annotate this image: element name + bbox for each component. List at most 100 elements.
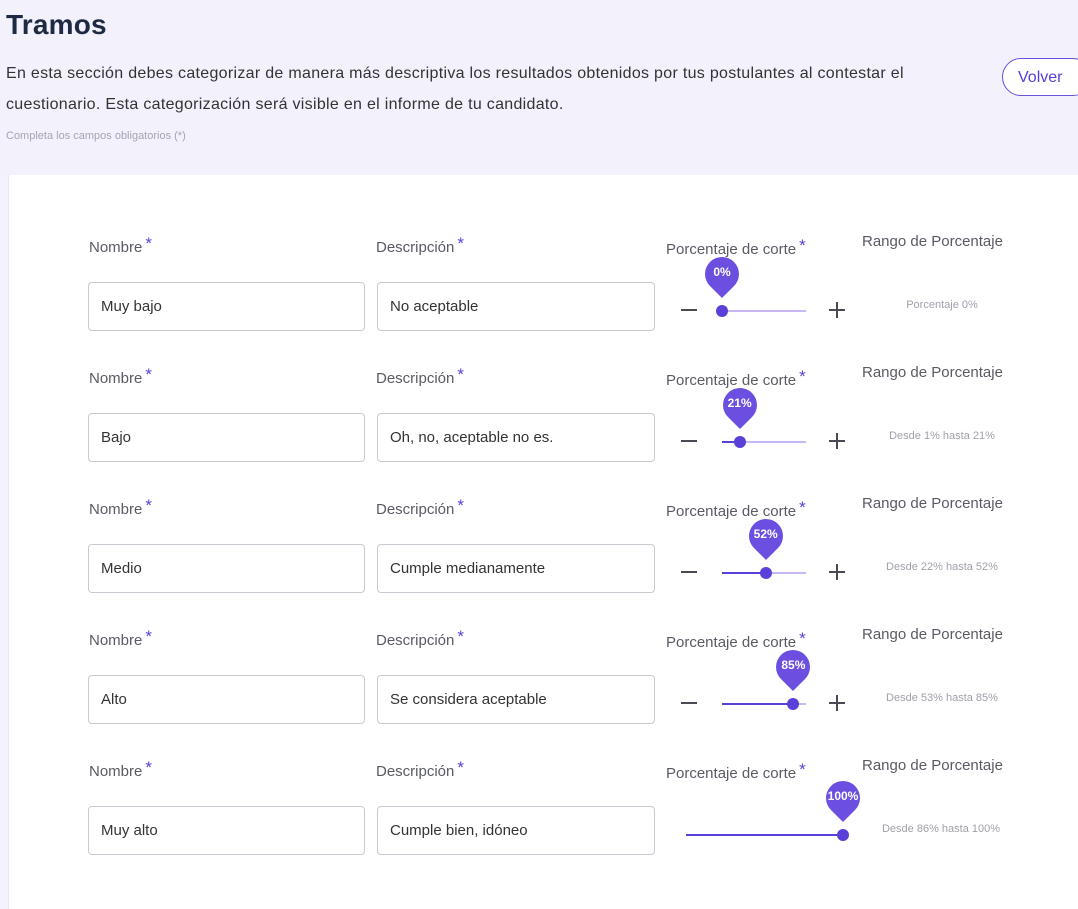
description-input[interactable] — [377, 806, 655, 855]
range-label: Rango de Porcentaje — [862, 233, 1003, 250]
required-asterisk: * — [799, 760, 806, 779]
range-value: Desde 22% hasta 52% — [886, 561, 998, 573]
name-label: Nombre * — [89, 234, 152, 257]
name-label: Nombre * — [89, 496, 152, 519]
decrease-icon[interactable] — [679, 562, 699, 582]
description-label-text: Descripción — [376, 632, 455, 649]
cutoff-slider[interactable]: 0% — [697, 249, 806, 321]
increase-icon[interactable] — [827, 300, 847, 320]
description-label: Descripción * — [376, 627, 464, 650]
description-label: Descripción * — [376, 496, 464, 519]
cutoff-slider[interactable]: 85% — [722, 642, 818, 714]
cutoff-label: Porcentaje de corte * — [666, 236, 806, 259]
name-label: Nombre * — [89, 365, 152, 388]
required-asterisk: * — [799, 498, 806, 517]
cutoff-label-text: Porcentaje de corte — [666, 503, 797, 520]
description-label-text: Descripción — [376, 501, 455, 518]
description-label-text: Descripción — [376, 239, 455, 256]
cutoff-value: 52% — [753, 527, 778, 541]
description-label: Descripción * — [376, 365, 464, 388]
slider-fill — [722, 441, 740, 443]
decrease-icon[interactable] — [679, 431, 699, 451]
decrease-icon[interactable] — [679, 693, 699, 713]
name-label: Nombre * — [89, 627, 152, 650]
name-input[interactable] — [88, 413, 365, 462]
name-input[interactable] — [88, 675, 365, 724]
page-title: Tramos — [6, 9, 107, 40]
cutoff-label-text: Porcentaje de corte — [666, 765, 797, 782]
name-label-text: Nombre — [89, 501, 143, 518]
required-fields-note: Completa los campos obligatorios (*) — [6, 130, 186, 142]
cutoff-label-text: Porcentaje de corte — [666, 241, 797, 258]
name-input[interactable] — [88, 806, 365, 855]
slider-fill — [686, 834, 843, 836]
name-label-text: Nombre — [89, 632, 143, 649]
description-input[interactable] — [377, 282, 655, 331]
cutoff-value: 0% — [713, 265, 731, 279]
description-input[interactable] — [377, 675, 655, 724]
required-asterisk: * — [457, 758, 464, 777]
range-label: Rango de Porcentaje — [862, 495, 1003, 512]
name-input[interactable] — [88, 282, 365, 331]
range-label: Rango de Porcentaje — [862, 757, 1003, 774]
cutoff-value: 100% — [827, 789, 859, 803]
description-input[interactable] — [377, 413, 655, 462]
tier-row: Nombre * Descripción * Porcentaje de corte * R… — [9, 492, 1078, 622]
required-asterisk: * — [799, 236, 806, 255]
name-label-text: Nombre — [89, 239, 143, 256]
name-input[interactable] — [88, 544, 365, 593]
required-asterisk: * — [145, 496, 152, 515]
increase-icon[interactable] — [827, 693, 847, 713]
slider-thumb[interactable] — [733, 436, 746, 448]
cutoff-label: Porcentaje de corte * — [666, 760, 806, 783]
description-label: Descripción * — [376, 234, 464, 257]
required-asterisk: * — [145, 234, 152, 253]
cutoff-label: Porcentaje de corte * — [666, 629, 806, 652]
range-value: Desde 86% hasta 100% — [881, 823, 1001, 835]
cutoff-label: Porcentaje de corte * — [666, 498, 806, 521]
required-asterisk: * — [145, 758, 152, 777]
description-label: Descripción * — [376, 758, 464, 781]
range-value: Desde 53% hasta 85% — [886, 692, 998, 704]
name-label-text: Nombre — [89, 763, 143, 780]
tier-row: Nombre * Descripción * Porcentaje de corte * R… — [9, 754, 1078, 884]
cutoff-slider[interactable]: 21% — [715, 380, 806, 452]
required-asterisk: * — [145, 627, 152, 646]
required-asterisk: * — [457, 365, 464, 384]
range-label: Rango de Porcentaje — [862, 364, 1003, 381]
slider-thumb[interactable] — [837, 829, 849, 841]
slider-track — [722, 441, 806, 443]
tier-row: Nombre * Descripción * Porcentaje de corte * R… — [9, 230, 1078, 360]
page-header: Tramos En esta sección debes categorizar… — [0, 0, 1078, 175]
cutoff-value: 85% — [781, 658, 806, 672]
name-label: Nombre * — [89, 758, 152, 781]
tiers-card: Nombre * Descripción * Porcentaje de corte * R… — [8, 175, 1078, 909]
slider-thumb[interactable] — [716, 305, 728, 317]
tier-row: Nombre * Descripción * Porcentaje de corte * R… — [9, 361, 1078, 491]
cutoff-value: 21% — [727, 396, 752, 410]
description-label-text: Descripción — [376, 370, 455, 387]
required-asterisk: * — [457, 496, 464, 515]
slider-fill — [722, 703, 794, 705]
description-input[interactable] — [377, 544, 655, 593]
cutoff-label-text: Porcentaje de corte — [666, 372, 797, 389]
slider-thumb[interactable] — [787, 698, 800, 710]
cutoff-label-text: Porcentaje de corte — [666, 634, 797, 651]
required-asterisk: * — [799, 629, 806, 648]
cutoff-slider[interactable]: 52% — [722, 511, 806, 583]
slider-fill — [722, 572, 766, 574]
required-asterisk: * — [457, 627, 464, 646]
increase-icon[interactable] — [827, 562, 847, 582]
tier-row: Nombre * Descripción * Porcentaje de corte * R… — [9, 623, 1078, 753]
slider-thumb[interactable] — [759, 567, 772, 579]
cutoff-label: Porcentaje de corte * — [666, 367, 806, 390]
required-asterisk: * — [799, 367, 806, 386]
name-label-text: Nombre — [89, 370, 143, 387]
increase-icon[interactable] — [827, 431, 847, 451]
description-label-text: Descripción — [376, 763, 455, 780]
cutoff-slider[interactable]: 100% — [686, 773, 868, 845]
back-button[interactable]: Volver — [1002, 58, 1078, 96]
decrease-icon[interactable] — [679, 300, 699, 320]
range-value: Desde 1% hasta 21% — [889, 430, 995, 442]
required-asterisk: * — [145, 365, 152, 384]
